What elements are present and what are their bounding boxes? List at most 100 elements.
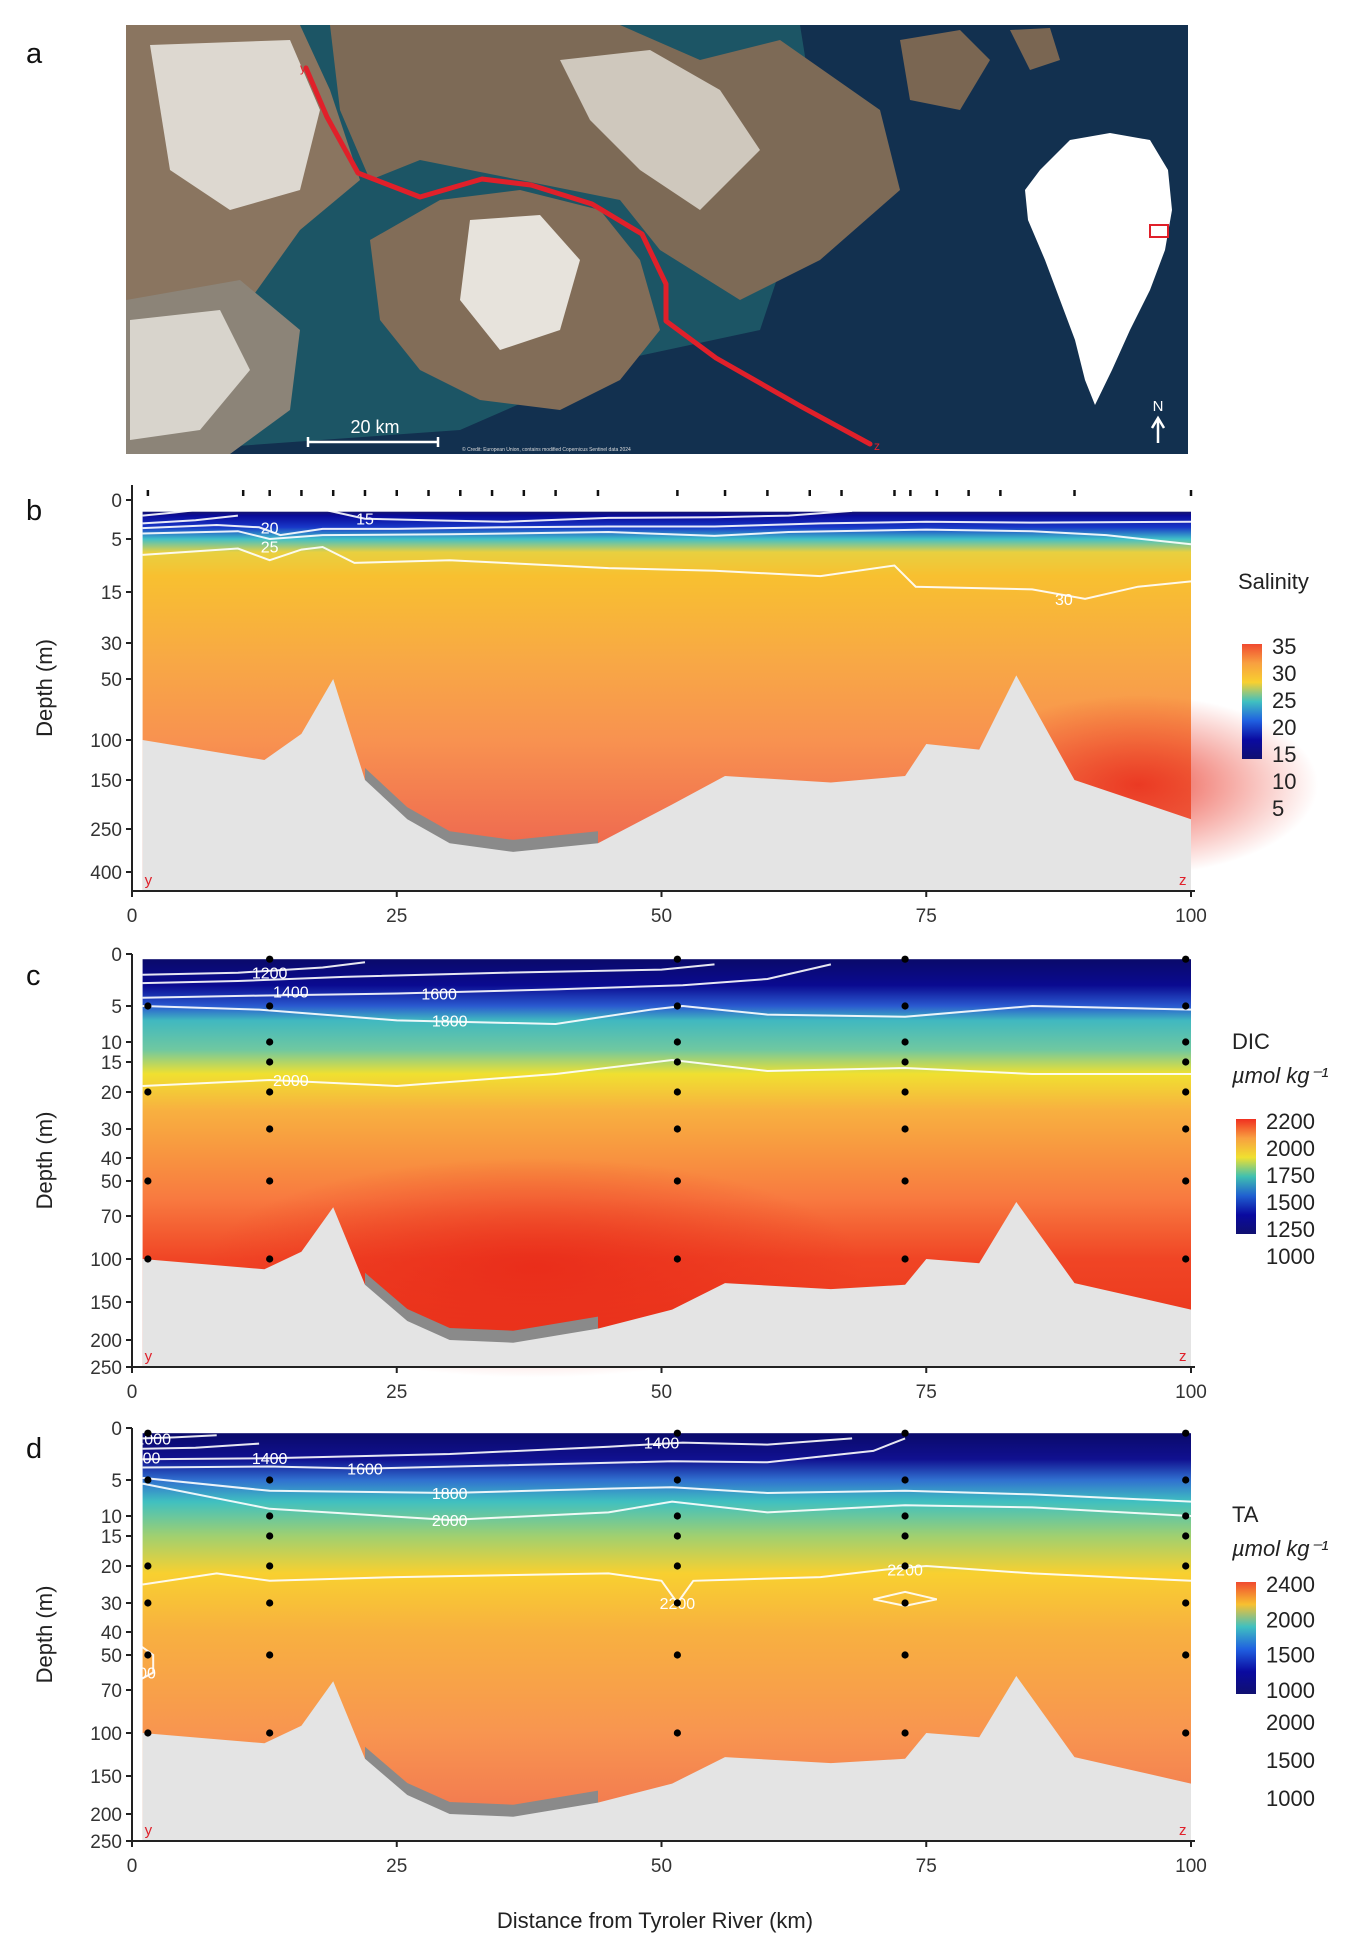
sample-point (901, 1562, 909, 1570)
sample-point (673, 1058, 681, 1066)
sample-point (901, 1255, 909, 1263)
colorbar-tick-label: 2000 (1266, 1136, 1315, 1161)
sample-point (901, 1476, 909, 1484)
sample-point (1182, 1476, 1190, 1484)
glacier-southwest (130, 310, 250, 440)
colorbar-tick-label: 2400 (1266, 1572, 1315, 1597)
colorbar-tick-label: 1500 (1266, 1748, 1315, 1773)
x-tick-label: 75 (916, 906, 937, 927)
sample-point (266, 1476, 274, 1484)
sample-point (673, 1512, 681, 1520)
colorbar-tick-label: 1500 (1266, 1190, 1315, 1215)
contour-label: 200 (129, 1666, 156, 1683)
panel-label-b: b (26, 495, 42, 527)
glacier-northwest (150, 40, 320, 210)
sample-point (673, 1255, 681, 1263)
sample-point (901, 1125, 909, 1133)
contour-label: 1000 (135, 1431, 171, 1448)
panel-d-section-plot: 100012001400140016001800200022002200200y… (32, 1419, 1328, 1877)
y-axis-title: Depth (m) (32, 1112, 57, 1210)
satellite-map: y z N 20 km © Credit: European Union, co… (126, 25, 1188, 454)
colorbar-tick-label: 30 (1272, 661, 1296, 686)
y-tick-label: 100 (90, 731, 122, 752)
sample-point (266, 1729, 274, 1737)
sample-point (266, 1599, 274, 1607)
y-tick-label: 0 (111, 945, 122, 966)
y-tick-label: 20 (101, 1557, 122, 1578)
y-tick-label: 50 (101, 1172, 122, 1193)
y-tick-label: 400 (90, 863, 122, 884)
sample-point (266, 1532, 274, 1540)
y-tick-label: 0 (111, 491, 122, 512)
sample-point (901, 1058, 909, 1066)
contour-line-1800 (142, 1004, 1192, 1026)
transect-start-label: y (145, 1822, 153, 1839)
contour-label: 1200 (125, 1450, 161, 1467)
sample-point (673, 1476, 681, 1484)
colorbar-tick-label: 2000 (1266, 1710, 1315, 1735)
y-tick-label: 10 (101, 1033, 122, 1054)
contour-label: 30 (1055, 592, 1073, 609)
x-tick-label: 100 (1175, 906, 1207, 927)
north-label: N (1153, 398, 1164, 415)
transect-route (303, 65, 873, 447)
colorbar-tick-label: 1750 (1266, 1163, 1315, 1188)
colorbar-tick-label: 15 (1272, 742, 1296, 767)
sample-point (144, 1255, 152, 1263)
legend-unit: µmol kg⁻¹ (1231, 1063, 1328, 1088)
y-tick-label: 5 (111, 997, 122, 1018)
colorbar-tick-label: 1000 (1266, 1786, 1315, 1811)
colorbar-tick-label: 1000 (1266, 1244, 1315, 1269)
contour-line-1200 (142, 1442, 260, 1450)
sample-point (1182, 1038, 1190, 1046)
sample-point (266, 1562, 274, 1570)
colorbar-tick-label: 10 (1272, 769, 1296, 794)
y-tick-label: 15 (101, 1053, 122, 1074)
y-tick-label: 70 (101, 1207, 122, 1228)
contour-line-1200 (142, 961, 366, 976)
y-tick-label: 40 (101, 1623, 122, 1644)
y-tick-label: 30 (101, 1594, 122, 1615)
sample-point (901, 955, 909, 963)
x-tick-label: 75 (916, 1856, 937, 1877)
route-start-label: y (300, 61, 306, 75)
y-tick-label: 15 (101, 583, 122, 604)
sample-point (1182, 1002, 1190, 1010)
contour-line-2200 (873, 1590, 938, 1607)
colorbar-tick-label: 5 (1272, 796, 1284, 821)
sample-point (901, 1532, 909, 1540)
y-tick-label: 15 (101, 1527, 122, 1548)
y-tick-label: 250 (90, 1358, 122, 1379)
contour-label: 1200 (252, 966, 288, 983)
sample-point (901, 1002, 909, 1010)
land-northeast (900, 30, 990, 110)
sample-point (1182, 955, 1190, 963)
sample-point (144, 1476, 152, 1484)
contour-line-2000 (142, 1058, 1191, 1088)
glacier-north (560, 50, 760, 210)
sample-point (673, 1125, 681, 1133)
transect-end-label: z (1179, 1822, 1187, 1839)
sample-point (673, 1002, 681, 1010)
panel-label-a: a (26, 38, 43, 70)
sample-point (901, 1651, 909, 1659)
sample-point (266, 1038, 274, 1046)
contour-line-1400 (142, 1437, 853, 1461)
contour-line-2200 (136, 1642, 155, 1683)
sample-point (1182, 1512, 1190, 1520)
y-tick-label: 50 (101, 1646, 122, 1667)
contour-line-30 (142, 545, 1192, 600)
contour-line-1600 (142, 963, 832, 999)
y-tick-label: 200 (90, 1331, 122, 1352)
legend-title: DIC (1232, 1029, 1270, 1054)
sample-point (144, 1651, 152, 1659)
contour-label: 1600 (421, 987, 457, 1004)
y-tick-label: 0 (111, 1419, 122, 1440)
contour-line-15 (322, 508, 853, 523)
contour-label: 1400 (644, 1436, 680, 1453)
contour-line-1800 (142, 1476, 1192, 1503)
y-tick-label: 100 (90, 1250, 122, 1271)
sample-point (266, 1058, 274, 1066)
seabed-bathymetry (142, 1676, 1192, 1841)
